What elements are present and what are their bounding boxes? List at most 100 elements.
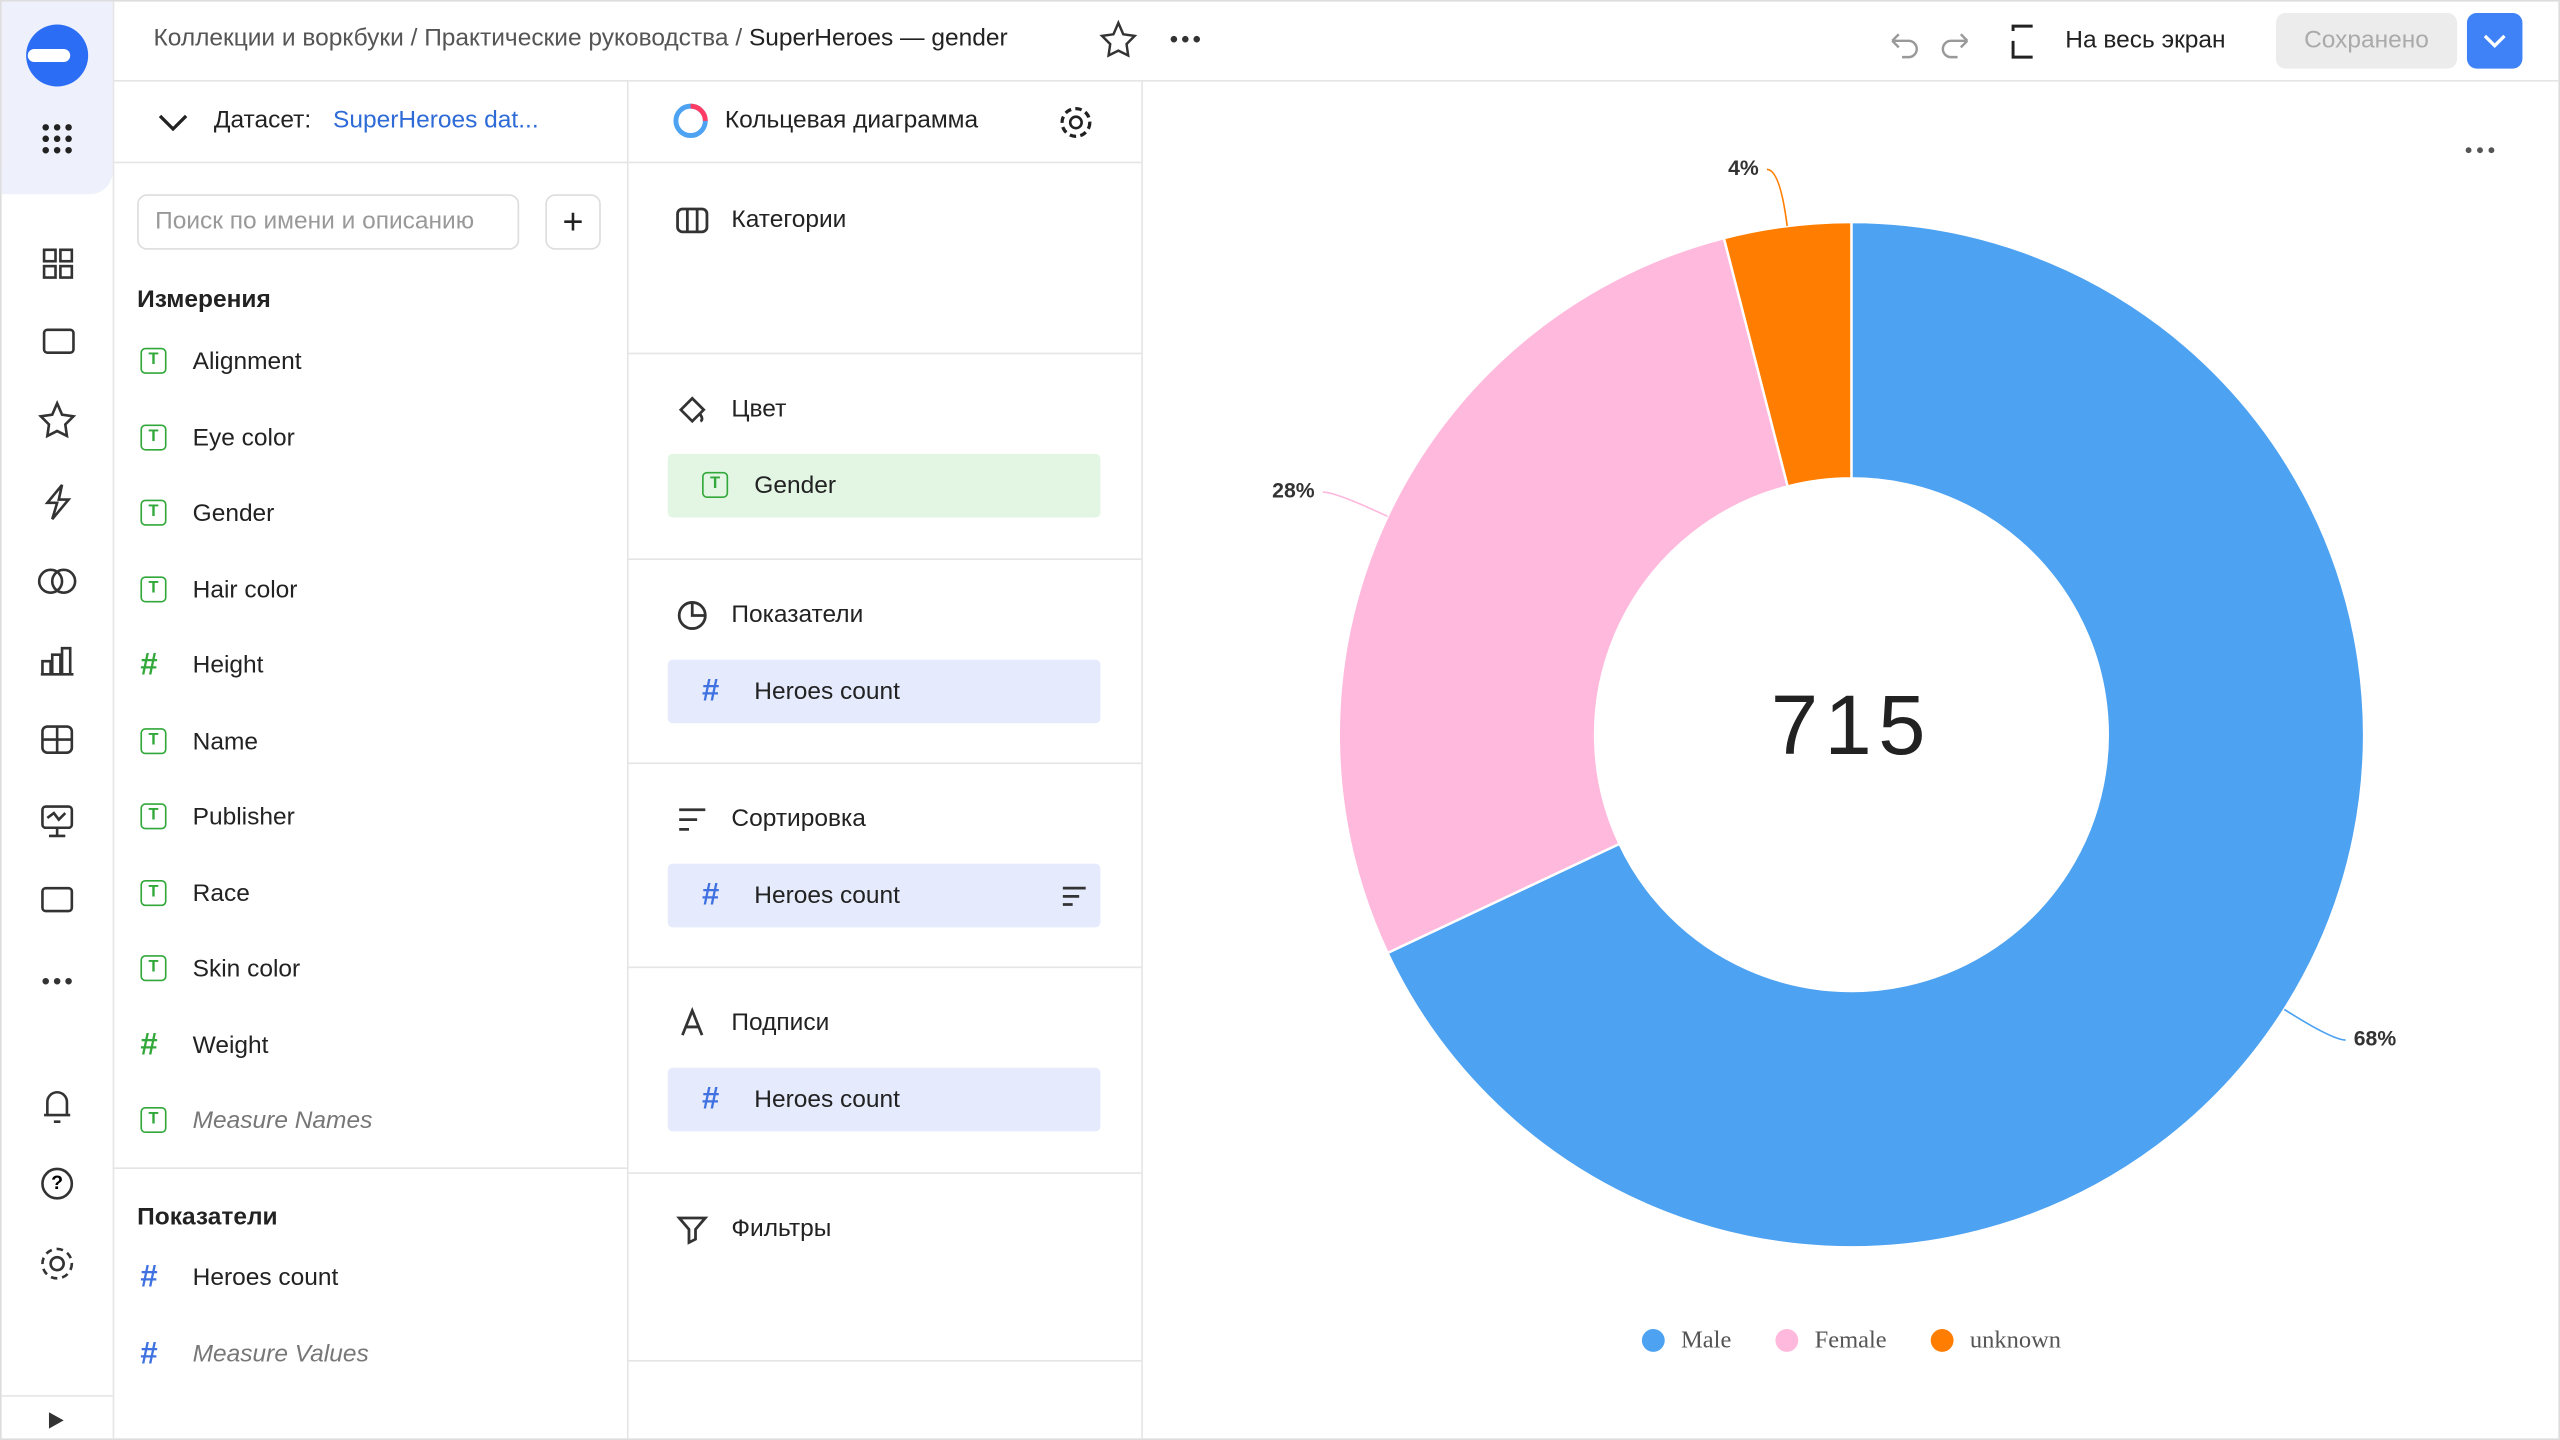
breadcrumb[interactable]: Практические руководства — [424, 24, 729, 53]
collapse-icon[interactable] — [157, 109, 190, 135]
field-icon: T — [140, 955, 167, 982]
section-title: Сортировка — [731, 804, 866, 833]
dataset-name[interactable]: SuperHeroes dat... — [333, 106, 539, 134]
field-name[interactable]: Measure Names — [192, 1106, 373, 1135]
nav-icon[interactable] — [41, 886, 74, 913]
dataset-label: Датасет: — [213, 106, 312, 134]
logo-mark — [27, 48, 71, 63]
more-icon[interactable] — [1170, 35, 1200, 43]
breadcrumb[interactable]: SuperHeroes — gender — [748, 24, 1008, 53]
nav-rail: ? — [1, 24, 113, 1429]
section-icon — [677, 601, 707, 630]
header-actions — [1099, 19, 1200, 58]
field-chip[interactable] — [667, 863, 1101, 928]
chart-type[interactable]: Кольцевая диаграмма — [724, 106, 979, 134]
divider — [112, 1167, 627, 1169]
nav-icon[interactable] — [41, 805, 74, 838]
search-input[interactable]: Поиск по имени и описанию — [137, 194, 520, 250]
divider — [626, 966, 1142, 969]
chart-menu-icon[interactable] — [2465, 147, 2495, 154]
field-icon: T — [140, 347, 167, 374]
field-name[interactable]: Alignment — [192, 347, 302, 376]
field-name[interactable]: Heroes count — [754, 677, 900, 706]
divider — [626, 161, 1142, 164]
divider — [112, 80, 2559, 82]
save-menu-button[interactable] — [2466, 13, 2523, 69]
divider — [112, 1, 115, 1439]
field-icon: T — [140, 879, 167, 906]
section-icon — [678, 396, 706, 424]
field-icon: # — [702, 674, 720, 709]
legend-item[interactable]: Male — [1641, 1327, 1732, 1354]
field-name[interactable]: Eye color — [192, 423, 295, 452]
legend-item[interactable]: unknown — [1930, 1327, 2061, 1354]
chart-type-icon — [673, 103, 708, 138]
field-name[interactable]: Measure Values — [192, 1339, 369, 1368]
field-name[interactable]: Weight — [192, 1031, 269, 1059]
favorite-icon[interactable] — [1099, 19, 1138, 58]
nav-icon[interactable] — [37, 568, 77, 594]
history-actions — [1891, 24, 2033, 59]
field-icon: # — [702, 1082, 720, 1117]
data-label: 68% — [2354, 1028, 2397, 1051]
more-icon[interactable] — [42, 977, 72, 985]
section-icon — [679, 808, 706, 831]
section-title: Показатели — [137, 1203, 278, 1232]
section-title: Фильтры — [731, 1214, 832, 1243]
settings-icon[interactable] — [41, 1247, 74, 1280]
total-value: 715 — [1771, 677, 1932, 772]
redo-icon[interactable] — [1941, 33, 1969, 59]
field-name[interactable]: Gender — [754, 471, 836, 500]
sort-icon[interactable] — [1058, 880, 1091, 913]
divider — [626, 1360, 1142, 1362]
label-leader — [1322, 491, 1388, 518]
divider — [1141, 80, 1143, 1439]
fullscreen-button[interactable]: На весь экран — [2065, 26, 2226, 54]
apps-icon[interactable] — [42, 124, 72, 154]
breadcrumb[interactable]: Коллекции и воркбуки — [153, 24, 404, 53]
field-chip[interactable] — [667, 1067, 1101, 1132]
nav-icon[interactable] — [44, 484, 72, 521]
nav-icon[interactable] — [40, 646, 74, 676]
pie-slice — [1385, 220, 2366, 1249]
help-icon[interactable] — [41, 1167, 74, 1200]
field-name[interactable]: Height — [192, 651, 264, 680]
divider — [626, 1172, 1142, 1174]
save-button[interactable]: Сохранено — [2275, 13, 2458, 69]
nav-icon[interactable] — [42, 328, 75, 354]
field-name[interactable]: Name — [192, 727, 258, 756]
fullscreen-icon[interactable] — [2011, 24, 2033, 59]
divider — [626, 558, 1142, 560]
field-name[interactable]: Heroes count — [754, 1085, 900, 1114]
field-icon: # — [140, 1260, 158, 1295]
nav-icon[interactable] — [41, 725, 74, 754]
field-name[interactable]: Race — [192, 879, 250, 907]
field-name[interactable]: Gender — [192, 499, 275, 528]
undo-icon[interactable] — [1891, 33, 1918, 59]
field-name[interactable]: Publisher — [192, 803, 295, 832]
field-icon: T — [140, 1106, 167, 1134]
chart-settings-icon[interactable] — [1056, 103, 1095, 142]
field-icon: # — [140, 1027, 158, 1063]
expand-icon[interactable] — [48, 1412, 64, 1429]
field-name[interactable]: Heroes count — [192, 1263, 339, 1292]
add-field-button[interactable]: + — [545, 194, 601, 250]
nav-icon[interactable] — [42, 248, 74, 279]
data-label: 4% — [1728, 157, 1759, 180]
field-name[interactable]: Heroes count — [754, 881, 900, 910]
field-icon: T — [140, 499, 167, 526]
nav-icon[interactable] — [38, 399, 77, 439]
section-title: Подписи — [731, 1008, 830, 1037]
field-chip[interactable] — [667, 453, 1101, 518]
field-chip[interactable] — [667, 659, 1101, 724]
notifications-icon[interactable] — [44, 1090, 71, 1123]
field-name[interactable]: Hair color — [192, 575, 298, 604]
legend-item[interactable]: Female — [1775, 1327, 1887, 1354]
field-name[interactable]: Skin color — [192, 955, 301, 983]
divider — [112, 161, 627, 164]
breadcrumbs: Коллекции и воркбуки / Практические руко… — [153, 23, 1007, 56]
help-mark: ? — [51, 1172, 63, 1194]
